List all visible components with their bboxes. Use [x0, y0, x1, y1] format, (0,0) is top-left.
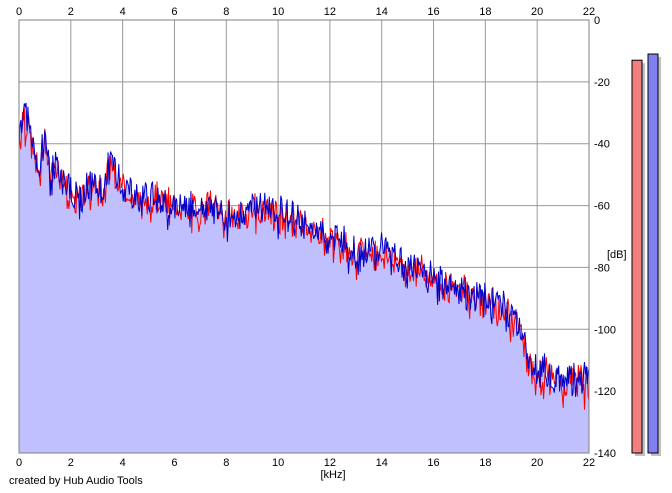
y-tick-label: -140	[594, 448, 616, 460]
y-tick-label: -120	[594, 386, 616, 398]
y-tick-label: 0	[594, 15, 600, 27]
series-layer	[18, 102, 590, 454]
spectrum-fill	[19, 102, 589, 454]
level-meter-2	[647, 53, 659, 454]
ticks: 002244668810101212141416161818202022220-…	[16, 6, 616, 469]
x-tick-label-top: 0	[16, 6, 22, 18]
x-tick-label-top: 8	[223, 6, 229, 18]
plot-border	[18, 19, 590, 454]
y-tick-label: -60	[594, 201, 610, 213]
x-axis-unit: [kHz]	[320, 469, 345, 481]
y-tick-label: -80	[594, 262, 610, 274]
x-tick-label-top: 6	[171, 6, 177, 18]
x-tick-label-top: 20	[531, 6, 543, 18]
x-tick-label-bottom: 0	[16, 457, 22, 469]
x-tick-label-top: 18	[479, 6, 491, 18]
x-tick-label-bottom: 12	[324, 457, 336, 469]
y-tick-label: -100	[594, 324, 616, 336]
x-tick-label-top: 2	[68, 6, 74, 18]
x-tick-label-top: 14	[376, 6, 388, 18]
x-tick-label-bottom: 4	[120, 457, 126, 469]
series-line-2	[18, 102, 590, 397]
level-meter-1	[631, 59, 643, 454]
x-tick-label-top: 22	[583, 6, 595, 18]
x-tick-label-bottom: 22	[583, 457, 595, 469]
credit-text: created by Hub Audio Tools	[9, 475, 143, 487]
x-tick-label-bottom: 10	[272, 457, 284, 469]
x-tick-label-bottom: 18	[479, 457, 491, 469]
x-tick-label-top: 10	[272, 6, 284, 18]
x-tick-label-bottom: 16	[427, 457, 439, 469]
x-tick-label-bottom: 14	[376, 457, 388, 469]
x-tick-label-top: 16	[427, 6, 439, 18]
x-tick-label-bottom: 2	[68, 457, 74, 469]
x-tick-label-top: 12	[324, 6, 336, 18]
x-tick-label-bottom: 8	[223, 457, 229, 469]
y-tick-label: -20	[594, 77, 610, 89]
y-axis-unit: [dB]	[607, 249, 627, 261]
level-meters	[631, 53, 661, 457]
x-tick-label-top: 4	[120, 6, 126, 18]
y-tick-label: -40	[594, 139, 610, 151]
x-tick-label-bottom: 20	[531, 457, 543, 469]
x-tick-label-bottom: 6	[171, 457, 177, 469]
